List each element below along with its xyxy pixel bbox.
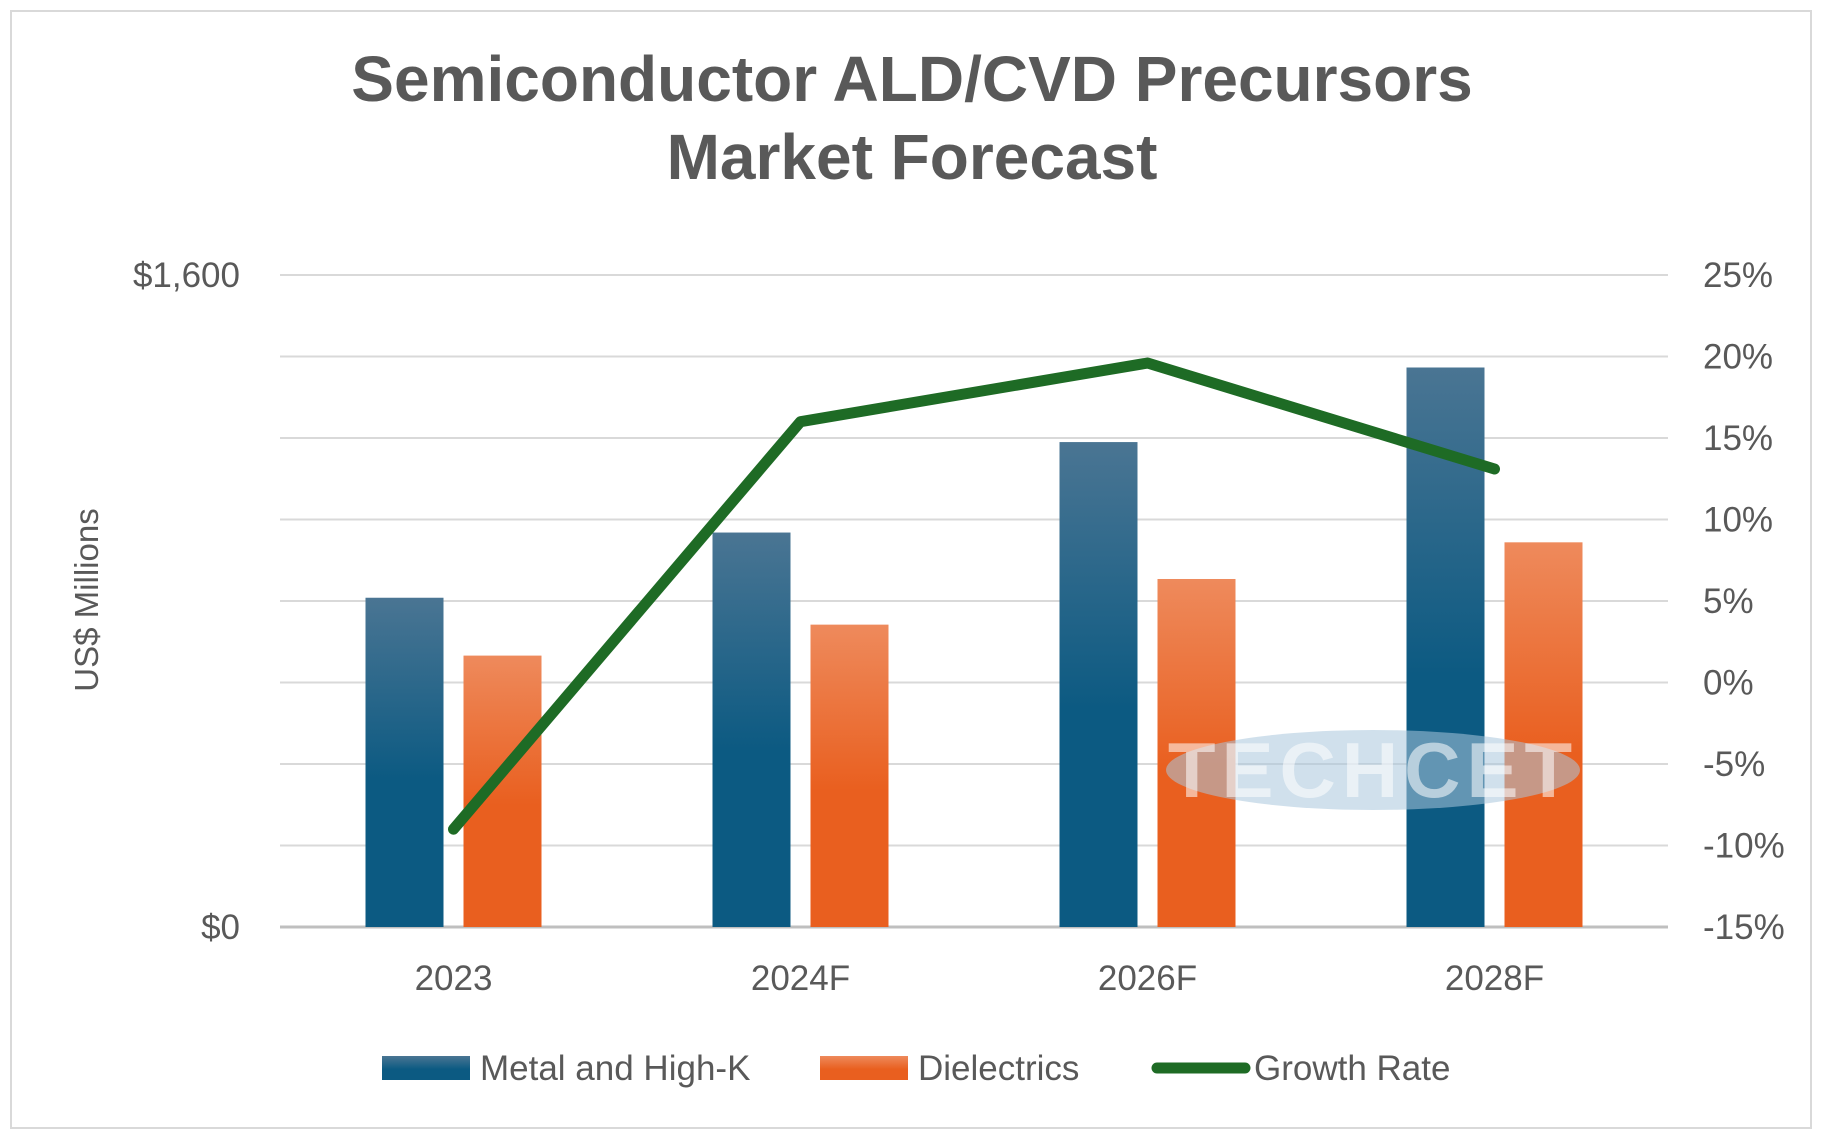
x-tick-label-2028F: 2028F bbox=[1445, 959, 1544, 998]
legend-swatch-dielectrics bbox=[820, 1056, 908, 1080]
x-tick-label-2023: 2023 bbox=[415, 959, 493, 998]
techcet-watermark: TECHCET bbox=[1166, 726, 1580, 814]
left-axis-title: US$ Millions bbox=[68, 508, 105, 691]
legend-label-metal-high-k: Metal and High-K bbox=[480, 1049, 750, 1088]
bars bbox=[365, 367, 1583, 927]
right-tick-label: -5% bbox=[1703, 745, 1765, 784]
growth-rate-polyline bbox=[448, 357, 1500, 835]
right-tick-label: 0% bbox=[1703, 664, 1754, 703]
bar-dielectrics-2024F bbox=[810, 624, 889, 927]
x-axis-ticks: 2023 2024F 2026F 2028F bbox=[415, 959, 1545, 998]
right-tick-label: -15% bbox=[1703, 908, 1785, 947]
bar-metal-high-k-2026F bbox=[1059, 442, 1138, 927]
bar-metal-high-k-2024F bbox=[712, 532, 791, 927]
right-tick-label: 25% bbox=[1703, 256, 1773, 295]
right-axis-ticks: -15% -10% -5% 0% 5% 10% 15% 20% 25% bbox=[1703, 256, 1785, 947]
right-tick-label: 5% bbox=[1703, 582, 1754, 621]
legend-label-growth-rate: Growth Rate bbox=[1254, 1049, 1450, 1088]
right-tick-label: 15% bbox=[1703, 419, 1773, 458]
bar-dielectrics-2023 bbox=[463, 655, 542, 927]
chart-title: Semiconductor ALD/CVD Precursors Market … bbox=[0, 40, 1824, 196]
legend-label-dielectrics: Dielectrics bbox=[918, 1049, 1079, 1088]
left-tick-label: $0 bbox=[201, 908, 240, 947]
growth-rate-line bbox=[448, 357, 1500, 835]
chart-title-line-1: Semiconductor ALD/CVD Precursors bbox=[351, 43, 1473, 115]
right-tick-label: 20% bbox=[1703, 338, 1773, 377]
left-tick-label: $1,600 bbox=[133, 256, 240, 295]
left-axis-ticks: $1,600 $0 bbox=[133, 256, 240, 947]
chart-title-line-2: Market Forecast bbox=[666, 121, 1158, 193]
watermark-text: TECHCET bbox=[1168, 726, 1578, 814]
bar-metal-high-k-2023 bbox=[365, 597, 444, 927]
legend: Metal and High-K Dielectrics Growth Rate bbox=[382, 1049, 1450, 1088]
x-tick-label-2026F: 2026F bbox=[1098, 959, 1197, 998]
right-tick-label: -10% bbox=[1703, 827, 1785, 866]
right-tick-label: 10% bbox=[1703, 501, 1773, 540]
legend-swatch-metal-high-k bbox=[382, 1056, 470, 1080]
x-tick-label-2024F: 2024F bbox=[751, 959, 850, 998]
bar-dielectrics-2028F bbox=[1504, 542, 1583, 927]
